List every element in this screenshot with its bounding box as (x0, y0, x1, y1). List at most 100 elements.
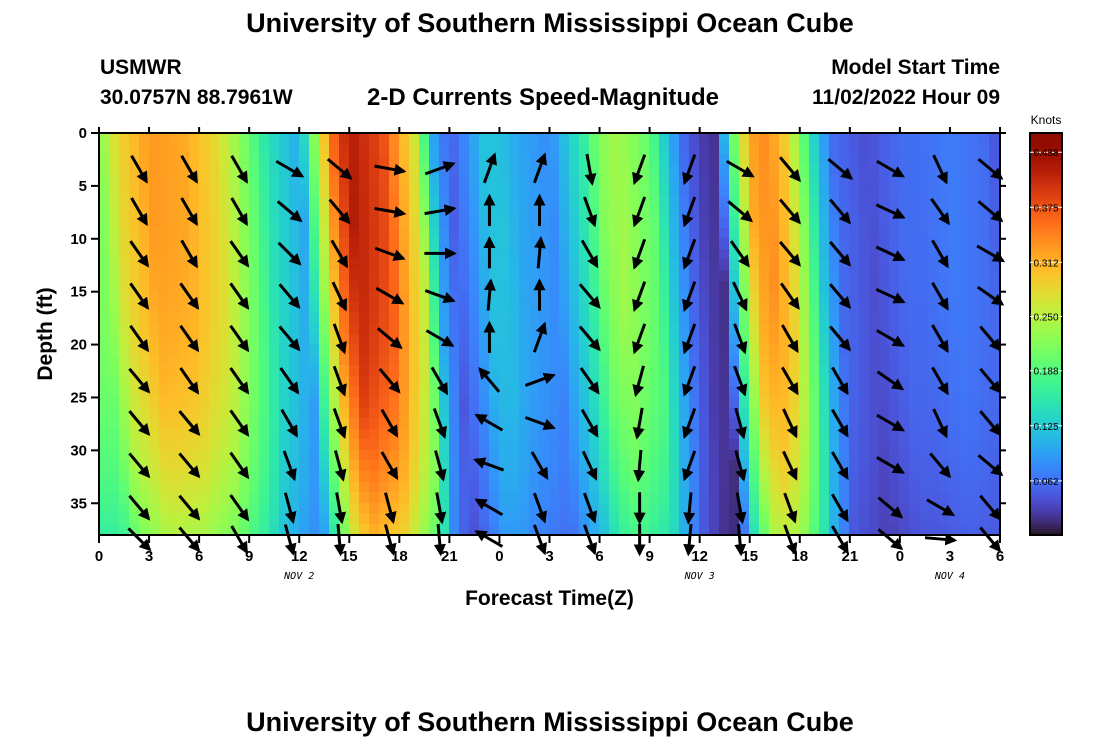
heatmap-cell (969, 408, 981, 420)
heatmap-cell (299, 482, 311, 494)
heatmap-cell (179, 281, 191, 293)
heatmap-cell (379, 460, 391, 473)
heatmap-cell (799, 408, 811, 420)
heatmap-cell (219, 439, 231, 452)
heatmap-cell (899, 513, 911, 526)
heatmap-cell (329, 133, 341, 145)
heatmap-cell (299, 164, 311, 177)
heatmap-cell (809, 291, 821, 304)
heatmap-cell (809, 312, 821, 325)
heatmap-cell (719, 323, 731, 335)
heatmap-cell (799, 344, 811, 357)
heatmap-cell (639, 217, 651, 230)
heatmap-cell (819, 397, 831, 410)
heatmap-cell (819, 302, 831, 314)
heatmap-cell (469, 323, 481, 335)
heatmap-cell (449, 302, 461, 314)
heatmap-cell (419, 460, 431, 473)
heatmap-cell (419, 503, 431, 515)
heatmap-cell (819, 408, 831, 420)
heatmap-cell (199, 460, 211, 473)
heatmap-cell (299, 460, 311, 473)
heatmap-cell (369, 185, 381, 198)
heatmap-cell (119, 249, 131, 261)
heatmap-cell (719, 164, 731, 177)
heatmap-cell (179, 185, 191, 198)
heatmap-cell (99, 503, 111, 515)
heatmap-cell (359, 228, 371, 240)
heatmap-cell (799, 439, 811, 452)
heatmap-cell (429, 482, 441, 494)
heatmap-cell (709, 175, 721, 187)
heatmap-cell (199, 397, 211, 410)
heatmap-cell (579, 270, 591, 283)
heatmap-cell (359, 503, 371, 515)
heatmap-cell (609, 249, 621, 261)
heatmap-cell (809, 492, 821, 505)
heatmap-cell (799, 259, 811, 272)
colorbar-tick-label: 0.312 (1033, 258, 1058, 269)
heatmap-cell (969, 513, 981, 526)
heatmap-cell (409, 281, 421, 293)
heatmap-cell (519, 196, 531, 209)
heatmap-cell (969, 460, 981, 473)
heatmap-cell (389, 312, 401, 325)
heatmap-cell (259, 207, 271, 219)
heatmap-cell (829, 418, 841, 431)
heatmap-cell (249, 365, 261, 378)
current-vector (876, 329, 905, 347)
heatmap-cell (629, 460, 641, 473)
heatmap-cell (389, 238, 401, 251)
heatmap-cell (149, 207, 161, 219)
heatmap-cell (239, 143, 251, 156)
heatmap-cell (939, 418, 951, 431)
heatmap-cell (919, 291, 931, 304)
heatmap-cell (759, 281, 771, 293)
heatmap-cell (599, 492, 611, 505)
heatmap-cell (989, 492, 1001, 505)
heatmap-cell (219, 143, 231, 156)
heatmap-cell (959, 143, 971, 156)
heatmap-cell (579, 175, 591, 187)
heatmap-cell (269, 185, 281, 198)
heatmap-cell (639, 386, 651, 399)
heatmap-cell (739, 312, 751, 325)
heatmap-cell (299, 291, 311, 304)
heatmap-cell (329, 460, 341, 473)
heatmap-cell (959, 386, 971, 399)
colorbar-segment (1030, 374, 1062, 379)
heatmap-cell (219, 397, 231, 410)
heatmap-cell (639, 418, 651, 431)
heatmap-cell (319, 471, 331, 484)
heatmap-cell (819, 323, 831, 335)
heatmap-cell (419, 386, 431, 399)
heatmap-cell (379, 249, 391, 261)
colorbar-segment (1030, 478, 1062, 482)
heatmap-cell (129, 376, 141, 388)
heatmap-cell (729, 492, 741, 505)
heatmap-cell (709, 334, 721, 346)
heatmap-cell (209, 471, 221, 484)
heatmap-cell (659, 164, 671, 177)
colorbar-segment (1030, 267, 1062, 271)
heatmap-cell (729, 175, 741, 187)
heatmap-cell (619, 302, 631, 314)
heatmap-cell (919, 281, 931, 293)
heatmap-cell (709, 503, 721, 515)
heatmap-cell (739, 492, 751, 505)
heatmap-cell (649, 397, 661, 410)
heatmap-cell (329, 228, 341, 240)
heatmap-cell (169, 460, 181, 473)
heatmap-cell (589, 281, 601, 293)
heatmap-cell (389, 503, 401, 515)
heatmap-cell (699, 312, 711, 325)
heatmap-cell (199, 471, 211, 484)
heatmap-cell (729, 460, 741, 473)
heatmap-cell (349, 355, 361, 367)
heatmap-cell (199, 408, 211, 420)
heatmap-cell (659, 450, 671, 462)
heatmap-cell (289, 397, 301, 410)
heatmap-cell (699, 429, 711, 441)
heatmap-cell (399, 397, 411, 410)
x-tick-label: 18 (391, 548, 408, 565)
